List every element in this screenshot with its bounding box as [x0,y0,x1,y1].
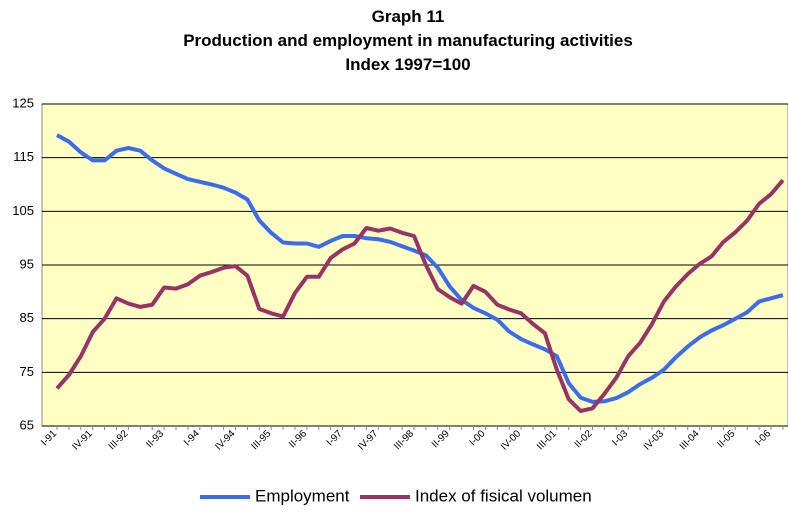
x-tick-label: IV-91 [71,428,96,453]
x-tick-label: I-00 [468,428,488,448]
y-tick-label: 85 [20,310,34,325]
chart-subtitle: Index 1997=100 [345,55,470,74]
x-tick-label: I-97 [325,428,345,448]
x-tick-label: II-93 [144,428,166,450]
x-tick-label: IV-03 [642,428,667,453]
x-tick-label: III-04 [678,428,702,452]
y-tick-label: 65 [20,417,34,432]
x-tick-label: IV-00 [499,428,524,453]
y-tick-label: 115 [13,149,34,164]
x-tick-label: II-96 [287,428,309,450]
chart-subtitle: Production and employment in manufacturi… [183,31,633,50]
x-tick-label: III-92 [107,428,131,452]
y-tick-label: 125 [12,95,34,110]
chart-title: Graph 11 [372,7,445,26]
x-tick-label: IV-94 [213,428,238,453]
y-tick-label: 75 [20,364,34,379]
x-tick-label: II-99 [430,428,452,450]
x-tick-label: I-91 [39,428,59,448]
series-line [55,178,785,413]
x-tick-label: III-01 [535,428,559,452]
x-tick-label: I-03 [610,428,630,448]
x-tick-label: III-95 [249,428,273,452]
x-tick-label: IV-97 [356,428,381,453]
x-tick-label: III-98 [392,428,416,452]
x-tick-label: II-02 [573,428,595,450]
y-tick-label: 95 [20,256,34,271]
y-tick-label: 105 [12,203,34,218]
x-tick-label: II-05 [715,428,737,450]
legend-label: Employment [255,486,350,505]
legend-label: Index of fisical volumen [415,486,592,505]
x-tick-label: I-94 [182,428,202,448]
x-tick-label: I-06 [753,428,773,448]
